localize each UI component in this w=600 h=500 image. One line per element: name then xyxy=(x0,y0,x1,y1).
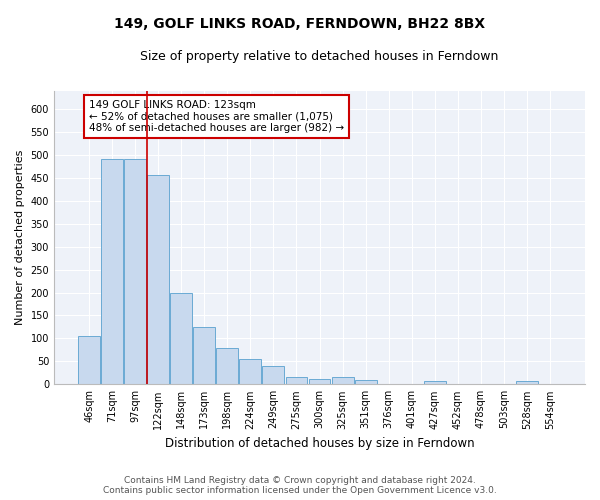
Bar xyxy=(516,381,538,384)
Bar xyxy=(332,378,353,384)
X-axis label: Distribution of detached houses by size in Ferndown: Distribution of detached houses by size … xyxy=(165,437,475,450)
Y-axis label: Number of detached properties: Number of detached properties xyxy=(15,150,25,325)
Title: Size of property relative to detached houses in Ferndown: Size of property relative to detached ho… xyxy=(140,50,499,63)
Bar xyxy=(217,348,238,385)
Bar xyxy=(78,336,100,384)
Bar xyxy=(286,378,307,384)
Bar xyxy=(424,381,446,384)
Text: 149 GOLF LINKS ROAD: 123sqm
← 52% of detached houses are smaller (1,075)
48% of : 149 GOLF LINKS ROAD: 123sqm ← 52% of det… xyxy=(89,100,344,133)
Bar xyxy=(239,359,262,384)
Bar xyxy=(124,160,146,384)
Bar xyxy=(101,160,123,384)
Text: 149, GOLF LINKS ROAD, FERNDOWN, BH22 8BX: 149, GOLF LINKS ROAD, FERNDOWN, BH22 8BX xyxy=(115,18,485,32)
Text: Contains HM Land Registry data © Crown copyright and database right 2024.
Contai: Contains HM Land Registry data © Crown c… xyxy=(103,476,497,495)
Bar xyxy=(147,176,169,384)
Bar xyxy=(262,366,284,384)
Bar xyxy=(355,380,377,384)
Bar xyxy=(308,379,331,384)
Bar xyxy=(193,327,215,384)
Bar xyxy=(170,292,192,384)
